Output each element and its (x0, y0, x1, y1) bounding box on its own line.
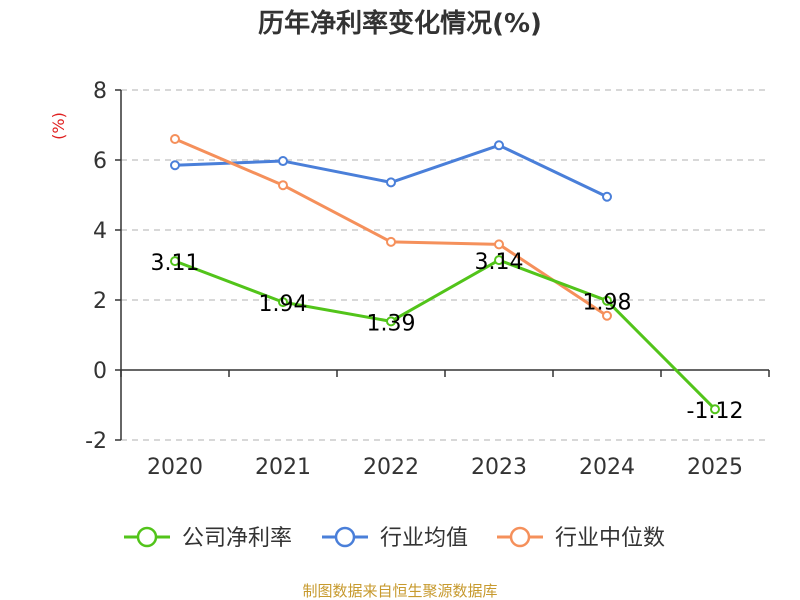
data-point-2[interactable] (278, 180, 288, 191)
legend[interactable]: 公司净利率 行业均值 行业中位数 (124, 526, 665, 551)
data-point-0[interactable] (494, 255, 504, 266)
data-point-2[interactable] (494, 239, 504, 250)
data-point-0[interactable] (170, 256, 180, 267)
data-label: 3.11 (151, 251, 200, 276)
data-label: 1.94 (259, 292, 308, 317)
legend-marker (136, 526, 158, 548)
data-point-1[interactable] (278, 156, 288, 167)
data-point-2[interactable] (386, 236, 396, 247)
data-labels: 3.11 1.94 1.39 3.14 1.98 -1.12 (151, 250, 744, 424)
y-tick-label: 8 (93, 79, 107, 104)
y-axis-label: (%) (49, 112, 68, 140)
y-tick-label: 0 (93, 359, 107, 384)
data-point-0[interactable] (386, 316, 396, 327)
data-label: 1.39 (367, 311, 416, 336)
y-tick-label: 2 (93, 289, 107, 314)
data-point-0[interactable] (278, 297, 288, 308)
legend-item-1[interactable]: 行业均值 (322, 526, 468, 551)
legend-item-0[interactable]: 公司净利率 (124, 526, 292, 551)
grid-lines (121, 89, 769, 441)
y-tick-label: 4 (93, 219, 107, 244)
data-point-1[interactable] (170, 160, 180, 171)
data-point-1[interactable] (494, 140, 504, 151)
data-point-1[interactable] (386, 177, 396, 188)
x-tick-label: 2021 (255, 455, 311, 480)
data-label: 3.14 (475, 250, 524, 275)
legend-item-2[interactable]: 行业中位数 (497, 526, 665, 551)
axes: -2 0 2 4 6 8 2020 2021 2022 2023 2024 2025 (85, 79, 770, 480)
data-point-0[interactable] (602, 295, 612, 306)
data-label: 1.98 (583, 291, 632, 316)
x-tick-label: 2020 (147, 455, 203, 480)
legend-marker (509, 526, 531, 548)
data-point-0[interactable] (710, 404, 720, 415)
x-tick-label: 2022 (363, 455, 419, 480)
series-line-1 (174, 143, 608, 199)
x-tick-label: 2025 (687, 455, 743, 480)
y-tick-label: 6 (93, 149, 107, 174)
data-source-note: 制图数据来自恒生聚源数据库 (302, 582, 497, 600)
legend-label: 行业均值 (380, 526, 468, 551)
data-point-2[interactable] (602, 310, 612, 321)
x-tick-label: 2023 (471, 455, 527, 480)
y-tick-label: -2 (85, 429, 107, 454)
data-label: -1.12 (687, 399, 744, 424)
chart-title: 历年净利率变化情况(%) (258, 8, 542, 39)
series-lines (170, 134, 720, 415)
series-line-0 (174, 258, 717, 411)
legend-marker (334, 526, 356, 548)
data-point-1[interactable] (602, 191, 612, 202)
data-point-2[interactable] (170, 134, 180, 144)
legend-label: 行业中位数 (555, 526, 665, 551)
x-tick-label: 2024 (579, 455, 635, 480)
legend-label: 公司净利率 (182, 526, 292, 551)
